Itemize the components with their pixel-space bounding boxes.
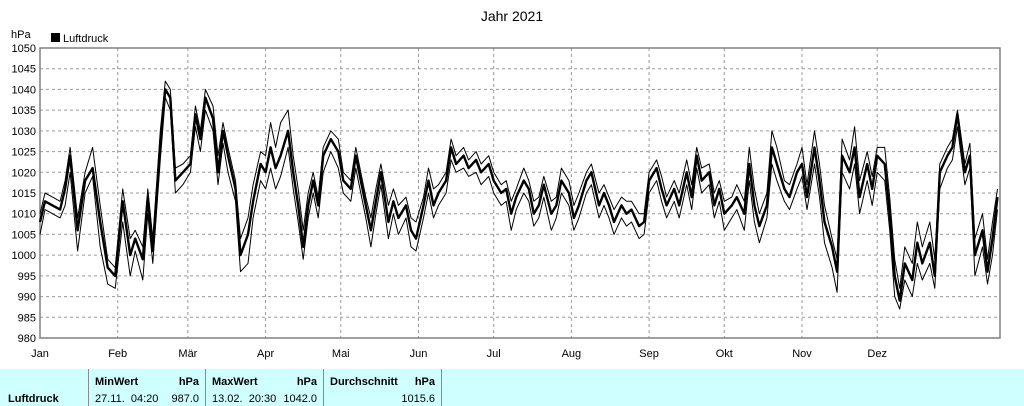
y-tick-label: 1040 xyxy=(12,84,36,96)
y-tick-label: 1030 xyxy=(12,126,36,138)
series-group xyxy=(38,80,999,310)
x-tick-label: Dez xyxy=(867,348,887,360)
chart: Jahr 2021 hPa Luftdruck 1050 1045 1040 1035… xyxy=(11,8,1001,360)
x-tick-label: Sep xyxy=(639,348,659,360)
x-tick-label: Jun xyxy=(410,348,428,360)
chart-title: Jahr 2021 xyxy=(481,8,543,24)
x-tick-label: Jan xyxy=(31,348,49,360)
x-tick-label: Apr xyxy=(257,348,274,360)
x-tick-label: Feb xyxy=(108,348,127,360)
y-tick-label: 1050 xyxy=(12,43,36,55)
min-datetime: 27.11. 04:20 xyxy=(95,393,159,405)
x-tick-label: Jul xyxy=(487,348,501,360)
min-column: MinWert hPa 27.11. 04:20 987.0 xyxy=(88,369,205,406)
legend-label: Luftdruck xyxy=(63,33,109,45)
avg-column: Durchschnitt hPa 1015.6 xyxy=(323,369,442,406)
x-tick-label: Mär xyxy=(178,348,197,360)
max-datetime: 13.02. 20:30 xyxy=(212,393,277,405)
series-line-min xyxy=(39,97,998,310)
stats-row-label: Luftdruck xyxy=(8,393,59,405)
max-header: MaxWert xyxy=(212,376,258,388)
y-tick-label: 1000 xyxy=(12,250,36,262)
series-line-max xyxy=(39,80,998,289)
x-tick-label: Okt xyxy=(716,348,733,360)
x-tick-label: Nov xyxy=(792,348,812,360)
min-header: MinWert xyxy=(95,376,139,388)
y-tick-label: 1020 xyxy=(12,167,36,179)
y-tick-labels: 1050 1045 1040 1035 1030 1025 1020 1015 1010 1005… xyxy=(12,43,36,345)
series-line-mean xyxy=(38,88,999,302)
y-tick-label: 1025 xyxy=(12,147,36,159)
x-tick-label: Aug xyxy=(562,348,582,360)
min-value: 987.0 xyxy=(171,393,199,405)
stats-panel: Luftdruck MinWert hPa 27.11. 04:20 987.0… xyxy=(0,369,1024,406)
max-unit: hPa xyxy=(296,376,317,388)
avg-header: Durchschnitt xyxy=(330,376,398,388)
avg-value: 1015.6 xyxy=(401,393,435,405)
x-tick-labels: Jan Feb Mär Apr Mai Jun Jul Aug Sep Okt Nov Dez xyxy=(31,348,887,360)
y-tick-label: 1005 xyxy=(12,229,36,241)
y-tick-label: 990 xyxy=(18,292,36,304)
max-value: 1042.0 xyxy=(283,393,317,405)
avg-unit: hPa xyxy=(414,376,435,388)
y-tick-label: 985 xyxy=(18,312,36,324)
y-tick-label: 1035 xyxy=(12,105,36,117)
y-tick-label: 1015 xyxy=(12,188,36,200)
y-tick-label: 1045 xyxy=(12,64,36,76)
y-tick-label: 980 xyxy=(18,333,36,345)
y-tick-label: 1010 xyxy=(12,209,36,221)
x-tick-label: Mai xyxy=(332,348,350,360)
min-unit: hPa xyxy=(178,376,199,388)
y-axis-unit-label: hPa xyxy=(11,29,31,41)
y-tick-label: 995 xyxy=(18,271,36,283)
plot-area xyxy=(39,47,1001,339)
max-column: MaxWert hPa 13.02. 20:30 1042.0 xyxy=(205,369,323,406)
grid xyxy=(40,48,1000,338)
legend-swatch xyxy=(51,33,60,42)
